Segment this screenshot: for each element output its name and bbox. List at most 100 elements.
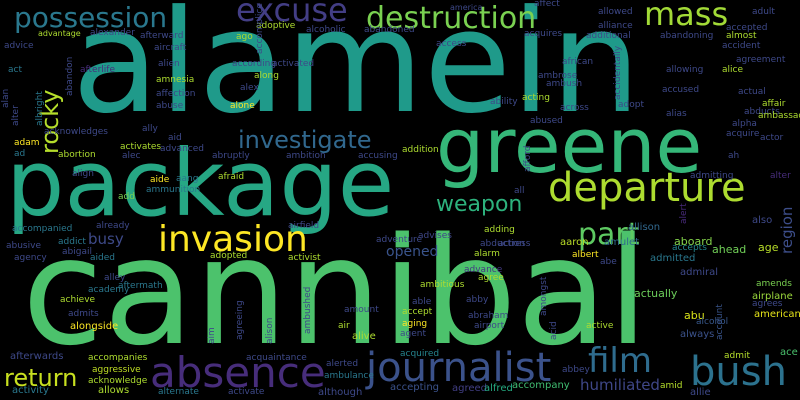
word: acting: [522, 93, 550, 103]
word: abbey: [562, 365, 590, 375]
word: investigate: [238, 126, 372, 154]
word: actress: [498, 239, 531, 249]
word: air: [338, 321, 350, 331]
word: airplane: [752, 291, 793, 302]
word: adding: [484, 225, 515, 235]
word: agrees: [752, 299, 783, 309]
word: abandon: [65, 56, 75, 96]
word: part: [578, 217, 640, 252]
word: ahead: [712, 243, 747, 256]
word: amount: [344, 305, 379, 315]
word: abby: [466, 295, 489, 305]
word: departure: [548, 165, 746, 211]
word: adopt: [618, 100, 644, 110]
word: affair: [762, 99, 786, 109]
word: abu: [684, 309, 705, 322]
word: opened: [386, 244, 439, 260]
word: accepts: [672, 243, 707, 253]
word: alongside: [70, 321, 119, 332]
word: always: [680, 329, 715, 340]
word: actual: [738, 87, 766, 97]
word: bush: [690, 349, 787, 395]
word: alliance: [598, 21, 633, 31]
word: invasion: [158, 219, 308, 260]
word: accident: [722, 41, 761, 51]
word: aang: [176, 174, 199, 184]
word: along: [254, 71, 279, 81]
word: alice: [722, 65, 744, 75]
word: excuse: [236, 0, 348, 29]
word: adoptive: [256, 21, 296, 31]
word: agency: [14, 253, 47, 263]
word: acid: [549, 321, 559, 340]
word: ad: [14, 149, 26, 159]
word: aid: [168, 133, 182, 143]
word: alarm: [474, 249, 500, 259]
word: activate: [228, 387, 265, 397]
word: amnesia: [156, 75, 195, 85]
word: acquires: [524, 29, 563, 39]
word: ambrose: [538, 71, 578, 81]
word: ambitious: [420, 280, 465, 290]
word: afterlife: [80, 65, 115, 75]
word: airport: [474, 321, 505, 331]
word: allison: [628, 222, 661, 233]
word: alfred: [484, 383, 513, 394]
word: aaron: [560, 237, 589, 248]
word: agreed: [452, 383, 488, 394]
word: abusive: [6, 241, 41, 251]
word: ace: [780, 347, 798, 358]
word: also: [752, 215, 773, 226]
word: alien: [158, 59, 180, 69]
word: abigail: [62, 247, 92, 257]
word: able: [412, 297, 432, 307]
word: add: [118, 192, 135, 202]
word: ambassador: [758, 111, 800, 121]
word: amongst: [539, 276, 549, 316]
word: ally: [142, 124, 158, 134]
word: aim: [207, 327, 217, 344]
word: affect: [534, 0, 560, 9]
word: allowing: [666, 65, 704, 75]
word: american: [754, 309, 800, 320]
word: academy: [88, 285, 130, 295]
word: across: [560, 103, 589, 113]
word: all: [514, 186, 525, 196]
word: ah: [728, 151, 740, 161]
word: amulet: [604, 237, 640, 248]
word: abused: [530, 116, 563, 126]
word: abraham: [468, 311, 509, 321]
word: acquired: [400, 349, 440, 359]
word: aftermath: [118, 281, 163, 291]
word: already: [96, 221, 130, 231]
word: absence: [150, 348, 326, 397]
word: allowed: [598, 7, 633, 17]
word: ambulance: [324, 371, 374, 381]
word: accidentally: [613, 45, 623, 100]
word: agree: [478, 273, 504, 283]
word: acknowledge: [88, 376, 148, 386]
word: activates: [120, 142, 162, 152]
word: alerted: [326, 359, 359, 369]
word: weapon: [436, 192, 523, 217]
word: affection: [156, 89, 196, 99]
word: additional: [586, 31, 631, 41]
word: afford: [523, 145, 533, 172]
word: ambush: [546, 79, 583, 89]
word: return: [4, 364, 78, 392]
word: alter: [11, 105, 21, 126]
word: agreement: [736, 55, 786, 65]
word: alcohol: [696, 317, 729, 327]
word: alias: [666, 109, 687, 119]
word: admits: [68, 309, 99, 319]
word: alec: [122, 151, 141, 161]
word: active: [586, 321, 614, 331]
word: afterward: [140, 31, 184, 41]
word: accusing: [358, 151, 398, 161]
word: abruptly: [212, 151, 250, 161]
word: aide: [150, 175, 170, 185]
word: advises: [418, 231, 452, 241]
word: account: [715, 304, 725, 340]
word: abe: [600, 257, 617, 267]
word: african: [562, 57, 594, 67]
